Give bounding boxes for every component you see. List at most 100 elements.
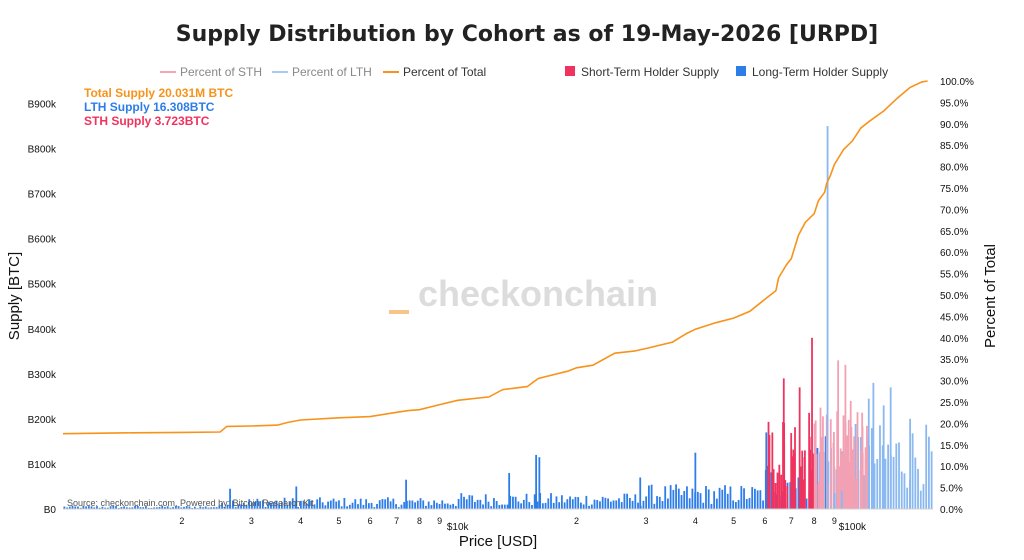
lth-bar [264, 506, 267, 509]
sth-bar [766, 465, 769, 509]
y2-tick-label: 15.0% [940, 441, 968, 452]
lth-bar [520, 503, 523, 509]
sth-bar [815, 453, 818, 509]
lth-bar [653, 503, 656, 509]
lth-bar [335, 501, 338, 509]
lth-bar [242, 503, 245, 509]
lth-bar [319, 497, 321, 509]
lth-bar [696, 491, 699, 509]
lth-bar [166, 506, 169, 509]
lth-bar [882, 405, 885, 509]
lth-bar [329, 500, 332, 509]
lth-bar [332, 498, 335, 509]
lth-bars-high [229, 126, 912, 510]
lth-bar [740, 486, 743, 509]
legend-item-2[interactable]: Percent of Total [383, 65, 486, 79]
sth-bar [853, 443, 856, 509]
lth-bar [707, 489, 710, 509]
lth-bar [661, 501, 664, 509]
lth-bar [645, 496, 648, 509]
lth-bar [650, 484, 653, 509]
lth-bar [199, 506, 202, 509]
lth-bar [705, 486, 707, 509]
lth-bar [370, 502, 373, 509]
lth-bar [892, 456, 895, 509]
lth-bar [367, 503, 370, 509]
y2-axis-title: Percent of Total [982, 244, 999, 348]
lth-bar [781, 491, 784, 509]
lth-bar [495, 501, 498, 509]
y2-tick-label: 10.0% [940, 462, 968, 473]
lth-bar [593, 499, 596, 509]
lth-bar [691, 488, 694, 509]
lth-bar [454, 506, 457, 509]
y2-tick-label: 70.0% [940, 205, 968, 216]
lth-bar [283, 497, 286, 509]
lth-bar [308, 499, 310, 509]
legend[interactable]: Percent of STH Percent of LTH Percent of T… [160, 65, 888, 79]
y2-tick-label: 35.0% [940, 355, 968, 366]
lth-bar [536, 501, 539, 509]
lth-bar [174, 505, 177, 509]
annotation-2: STH Supply 3.723BTC [84, 114, 210, 128]
lth-bar [715, 498, 718, 509]
lth-bar [98, 507, 101, 509]
lth-bar [721, 489, 724, 509]
lth-bar [185, 506, 188, 509]
lth-bar [544, 502, 547, 509]
lth-bar [688, 498, 691, 509]
lth-bar [533, 494, 536, 509]
x-tick-label: 7 [394, 516, 399, 526]
lth-bar [490, 506, 493, 509]
lth-bar [400, 504, 403, 509]
lth-bar [574, 496, 577, 509]
lth-bar [805, 498, 808, 509]
lth-bar [212, 507, 215, 509]
lth-bar [164, 507, 166, 509]
lth-bar [357, 504, 359, 509]
lth-bar [158, 506, 161, 509]
sth-bar [814, 420, 817, 509]
y2-tick-label: 80.0% [940, 163, 968, 174]
lth-bar [74, 506, 77, 509]
legend-item-3[interactable]: Short-Term Holder Supply [565, 65, 719, 79]
lth-bar [528, 502, 531, 509]
lth-bar [833, 493, 836, 509]
sth-bar [819, 407, 822, 509]
legend-swatch [736, 66, 746, 76]
lth-bar [291, 498, 294, 509]
sth-bar [842, 415, 845, 509]
y-axis-left: B0 B100k B200k B300k B400k B500k B600k B700k B80… [28, 100, 57, 516]
sth-bar [820, 436, 823, 509]
sth-bar [859, 470, 862, 509]
sth-bars [765, 337, 870, 509]
x-tick-label: 7 [789, 516, 794, 526]
lth-bar [631, 500, 634, 509]
x-tick-label: $100k [839, 522, 867, 533]
lth-bar [234, 507, 237, 509]
legend-item-4[interactable]: Long-Term Holder Supply [736, 65, 888, 79]
lth-bar [558, 502, 561, 509]
lth-bar [509, 495, 512, 509]
lth-bar [889, 387, 892, 509]
lth-bar [446, 503, 449, 509]
lth-bar [789, 482, 792, 509]
legend-item-1[interactable]: Percent of LTH [272, 65, 372, 79]
lth-bar [202, 507, 204, 509]
y-tick-label: B700k [28, 190, 57, 201]
legend-item-0[interactable]: Percent of STH [160, 65, 262, 79]
lth-bar [699, 493, 702, 509]
sth-bar [767, 421, 770, 509]
lth-bar [425, 505, 427, 509]
sth-bar [844, 364, 847, 509]
lth-bar [647, 485, 650, 509]
lth-bar [620, 502, 623, 509]
lth-bar [898, 442, 900, 509]
lth-bar [438, 504, 441, 509]
lth-bar [867, 398, 870, 509]
x-tick-label: 3 [644, 516, 649, 526]
y-axis-title: Supply [BTC] [6, 252, 23, 340]
sth-bar [833, 466, 836, 509]
x-tick-label: 8 [417, 516, 422, 526]
